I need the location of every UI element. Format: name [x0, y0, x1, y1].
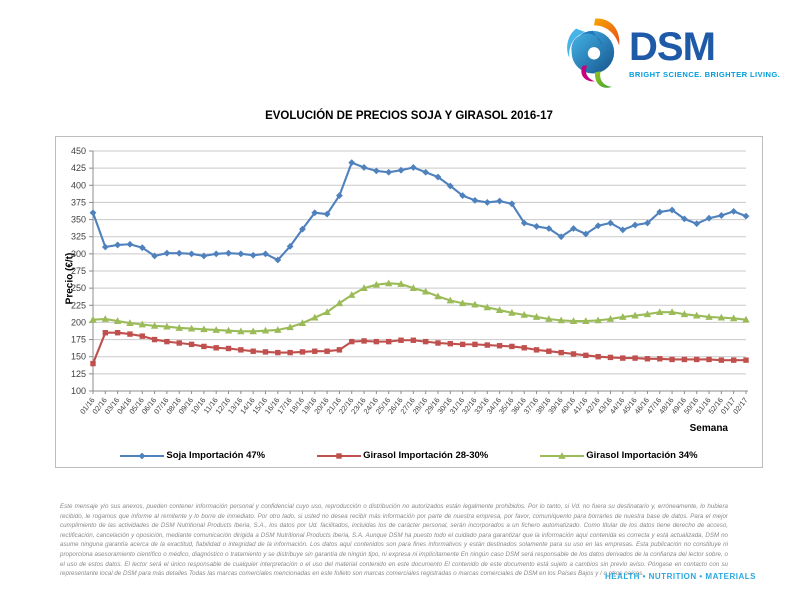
- legal-disclaimer: Este mensaje y/o sus anexos, pueden cont…: [60, 503, 728, 578]
- legend-label: Girasol Importación 34%: [586, 450, 698, 461]
- svg-text:150: 150: [71, 352, 86, 362]
- svg-text:450: 450: [71, 146, 86, 156]
- dsm-logo: DSM BRIGHT SCIENCE. BRIGHTER LIVING.: [566, 16, 780, 94]
- svg-text:125: 125: [71, 369, 86, 379]
- brand-footer: HEALTH • NUTRITION • MATERIALS: [605, 572, 756, 581]
- svg-text:200: 200: [71, 317, 86, 327]
- dsm-swirl-icon: [567, 18, 620, 88]
- svg-text:275: 275: [71, 266, 86, 276]
- svg-text:425: 425: [71, 163, 86, 173]
- x-axis-title: Semana: [689, 423, 728, 434]
- legend-marker-icon: [540, 451, 585, 459]
- legend-item-3: Girasol Importación 34%: [540, 450, 698, 461]
- svg-text:350: 350: [71, 215, 86, 225]
- dsm-tagline: BRIGHT SCIENCE. BRIGHTER LIVING.: [629, 70, 781, 79]
- legend-marker-icon: [317, 452, 362, 459]
- chart-legend: Soja Importación 47% Girasol Importación …: [56, 450, 762, 461]
- dsm-wordmark: DSM: [629, 25, 716, 69]
- chart-plot-area: 100 125 150 175 200 225 250 275 300 325 350 375 400 4…: [71, 146, 750, 416]
- svg-text:225: 225: [71, 300, 86, 310]
- chart-title: EVOLUCIÓN DE PRECIOS SOJA Y GIRASOL 2016…: [265, 110, 553, 122]
- legend-marker-icon: [120, 452, 165, 459]
- legend-label: Girasol Importación 28-30%: [363, 450, 489, 461]
- legend-item-1: Soja Importación 47%: [120, 450, 265, 461]
- svg-text:100: 100: [71, 386, 86, 396]
- legend-label: Soja Importación 47%: [166, 450, 266, 461]
- legend-item-2: Girasol Importación 28-30%: [317, 450, 488, 461]
- svg-text:250: 250: [71, 283, 86, 293]
- dsm-logo-text: DSM BRIGHT SCIENCE. BRIGHTER LIVING.: [629, 16, 780, 79]
- svg-text:400: 400: [71, 180, 86, 190]
- svg-text:325: 325: [71, 232, 86, 242]
- svg-text:175: 175: [71, 335, 86, 345]
- price-chart: Precio (€/t) 100 125 150 175 200 225 250 275 300…: [55, 136, 763, 468]
- svg-text:375: 375: [71, 197, 86, 207]
- svg-text:300: 300: [71, 249, 86, 259]
